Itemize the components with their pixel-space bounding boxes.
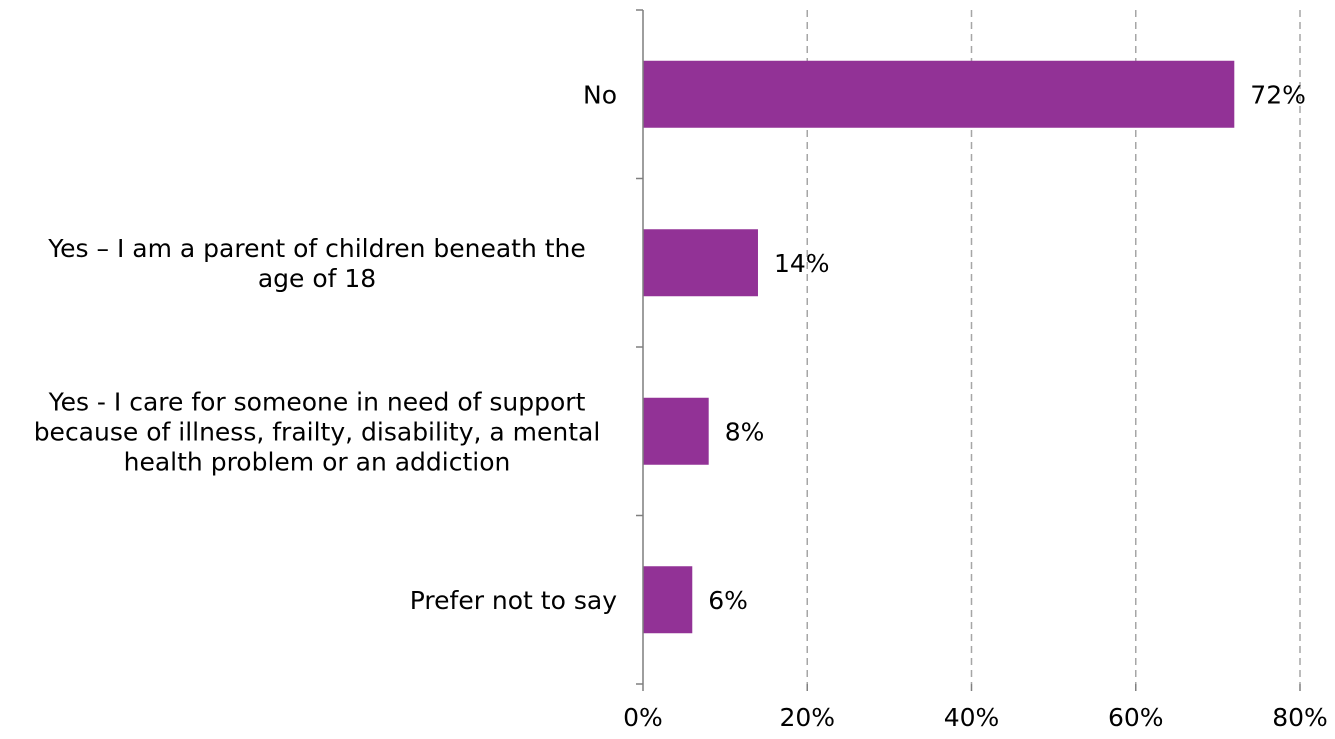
bar-1 (643, 229, 758, 297)
category-label-0: No (583, 80, 617, 109)
bar-2 (643, 397, 709, 465)
value-label-2: 8% (725, 417, 765, 446)
category-label-3: Prefer not to say (410, 586, 617, 615)
category-label-1: Yes – I am a parent of children beneath … (47, 234, 586, 293)
category-label-2: Yes - I care for someone in need of supp… (34, 387, 601, 476)
labels: 72% No 14% Yes – I am a parent of children … (34, 80, 1328, 732)
x-tick-label-80: 80% (1272, 703, 1328, 732)
x-tick-label-20: 20% (779, 703, 835, 732)
bar-0 (643, 60, 1235, 128)
axes (636, 9, 1301, 691)
value-label-3: 6% (708, 586, 748, 615)
x-tick-label-60: 60% (1108, 703, 1164, 732)
bars (643, 60, 1235, 634)
value-label-0: 72% (1250, 80, 1306, 109)
bar-3 (643, 566, 693, 634)
x-tick-label-40: 40% (944, 703, 1000, 732)
value-label-1: 14% (774, 249, 830, 278)
x-tick-label-0: 0% (623, 703, 663, 732)
